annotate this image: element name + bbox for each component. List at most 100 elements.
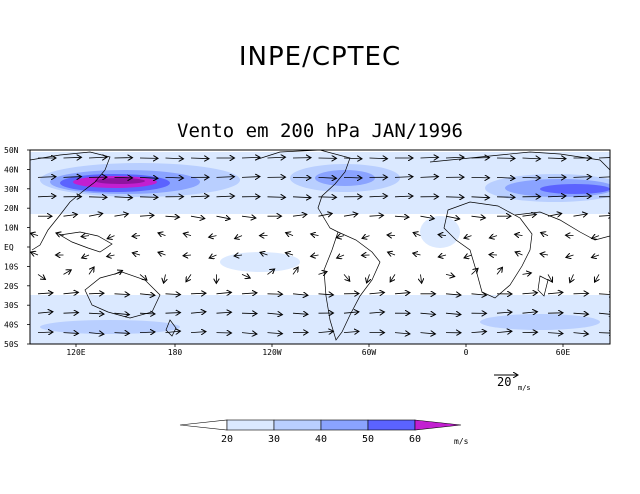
wind-arrow xyxy=(114,333,130,334)
wind-arrow xyxy=(394,216,409,217)
wind-arrow xyxy=(489,236,498,238)
wind-arrow xyxy=(471,197,490,198)
wind-arrow xyxy=(164,274,166,283)
lat-label: 40N xyxy=(4,165,19,174)
wind-arrow xyxy=(522,158,541,159)
wind-arrow xyxy=(139,332,155,333)
wind-arrow xyxy=(591,255,600,258)
wind-arrow xyxy=(82,255,90,258)
colorbar-segment xyxy=(320,419,369,431)
wind-arrow xyxy=(496,312,512,313)
wind-arrow xyxy=(216,312,232,313)
wind-arrow xyxy=(595,274,599,282)
lat-label: 10S xyxy=(4,262,19,271)
wind-arrow xyxy=(394,177,413,178)
wind-arrow xyxy=(37,293,53,294)
wind-arrow xyxy=(165,177,184,178)
wind-arrow xyxy=(267,157,286,158)
wind-arrow xyxy=(343,312,359,313)
wind-arrow xyxy=(235,236,243,239)
colorbar-segment xyxy=(226,419,275,431)
colorbar-unit: m/s xyxy=(454,437,469,446)
wind-arrow xyxy=(369,215,384,216)
wind-arrow xyxy=(186,274,192,281)
wind-arrow xyxy=(241,274,250,278)
wind-arrow xyxy=(88,157,107,158)
wind-arrow xyxy=(598,333,610,334)
wind-arrow xyxy=(573,313,589,314)
wind-arrow xyxy=(132,253,141,255)
lon-label: 60W xyxy=(362,348,377,357)
page-title: INPE/CPTEC xyxy=(238,42,402,72)
wind-arrow xyxy=(63,333,79,334)
colorbar-tick-label: 30 xyxy=(268,434,280,445)
wind-arrow xyxy=(421,274,422,283)
colorbar-tick-label: 40 xyxy=(315,434,327,445)
wind-arrow xyxy=(369,158,388,159)
wind-arrow xyxy=(343,158,362,159)
wind-arrow xyxy=(88,333,104,334)
wind-arrow xyxy=(190,332,206,333)
wind-arrow xyxy=(234,255,243,256)
wind-arrow xyxy=(394,196,413,197)
colorbar-segment xyxy=(367,419,416,431)
wind-arrow xyxy=(566,255,574,257)
wind-arrow xyxy=(139,177,158,178)
wind-arrow xyxy=(267,313,283,314)
wind-arrow xyxy=(598,157,610,159)
wind-arrow xyxy=(37,274,45,279)
wind-arrow xyxy=(88,197,107,198)
lat-label: 40S xyxy=(4,321,19,330)
wind-arrow xyxy=(267,333,283,334)
wind-arrow xyxy=(88,267,94,275)
wind-arrow xyxy=(31,252,39,255)
colorbar: m/s 20 30 40 50 60 xyxy=(179,419,469,446)
longitude-axis: 120E 180 120W 60W 0 60E xyxy=(66,344,570,357)
wind-arrow xyxy=(241,333,257,334)
wind-arrow xyxy=(445,157,464,158)
wind-arrow xyxy=(318,272,328,275)
colorbar-tick-label: 50 xyxy=(362,434,374,445)
wind-arrow xyxy=(267,269,275,275)
lon-label: 120W xyxy=(262,348,281,357)
wind-arrow xyxy=(216,177,235,178)
wind-arrow xyxy=(37,332,53,333)
wind-arrow xyxy=(216,216,231,219)
wind-arrow xyxy=(464,255,472,258)
wind-arrow xyxy=(139,313,155,314)
wind-arrow xyxy=(464,236,472,239)
wind-arrow xyxy=(165,216,180,217)
wind-arrow xyxy=(387,235,396,236)
wind-arrow xyxy=(343,177,362,178)
wind-arrow xyxy=(573,196,592,197)
wind-arrow xyxy=(260,252,268,255)
wind-arrow xyxy=(420,157,439,158)
wind-arrow xyxy=(548,274,552,282)
wind-arrow xyxy=(209,255,217,258)
wind-arrow xyxy=(183,255,192,256)
wind-arrow xyxy=(496,331,512,332)
wind-arrow xyxy=(547,196,566,197)
wind-arrow xyxy=(114,313,130,314)
wind-arrow xyxy=(369,196,388,197)
wind-arrow xyxy=(362,236,370,239)
wind-arrow xyxy=(114,270,123,274)
reference-vector: 20 m/s xyxy=(494,375,531,392)
wind-arrow xyxy=(190,293,206,294)
wind-arrow xyxy=(63,214,78,216)
lon-label: 120E xyxy=(66,348,85,357)
wind-arrow xyxy=(190,216,205,218)
wind-arrow xyxy=(471,294,487,295)
wind-arrow xyxy=(496,267,502,275)
wind-arrow xyxy=(139,215,154,216)
wind-arrow xyxy=(63,313,79,314)
colorbar-tick-label: 20 xyxy=(221,434,233,445)
wind-arrow xyxy=(445,197,464,198)
wind-arrow xyxy=(114,197,133,198)
wind-arrow xyxy=(190,158,209,159)
wind-arrow xyxy=(343,331,359,332)
wind-arrow xyxy=(241,293,257,294)
wind-arrow xyxy=(165,158,184,159)
wind-arrow xyxy=(496,177,515,178)
wind-arrow xyxy=(541,233,549,236)
